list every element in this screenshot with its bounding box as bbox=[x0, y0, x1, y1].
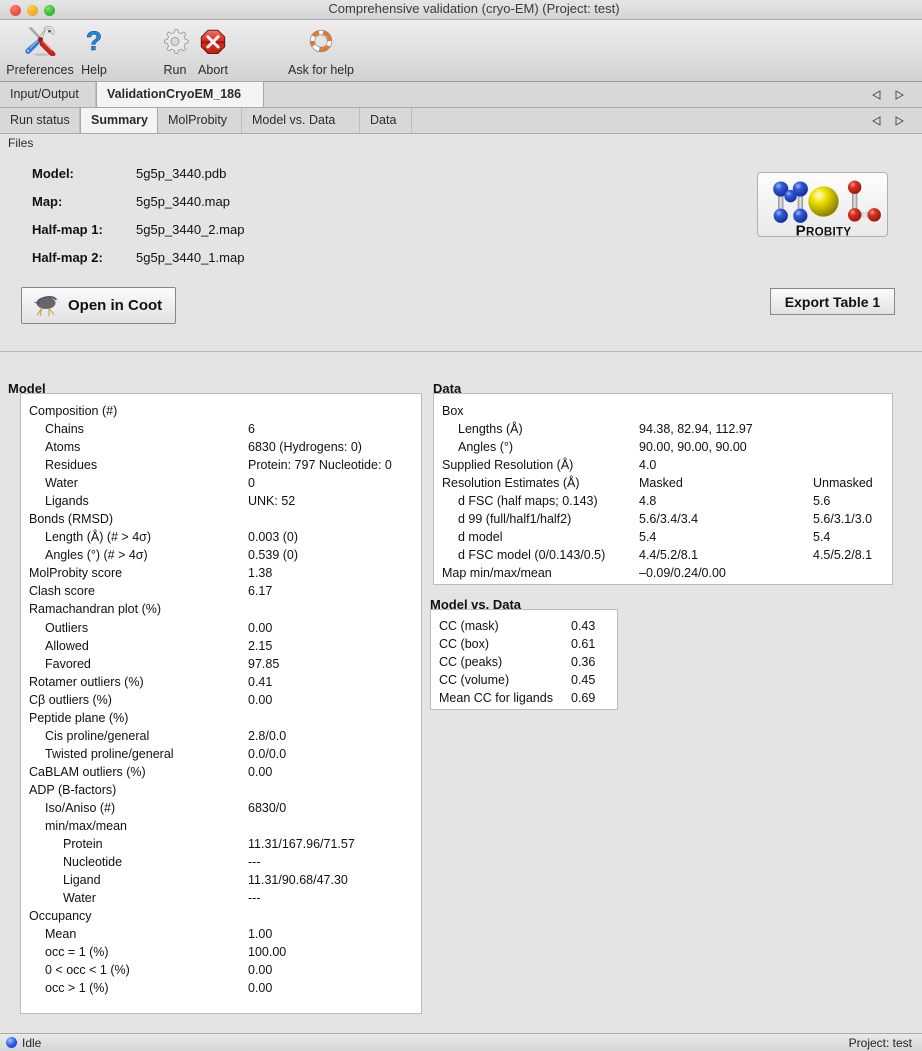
svg-text:?: ? bbox=[86, 26, 102, 56]
svg-text:PROBITY: PROBITY bbox=[796, 222, 852, 238]
